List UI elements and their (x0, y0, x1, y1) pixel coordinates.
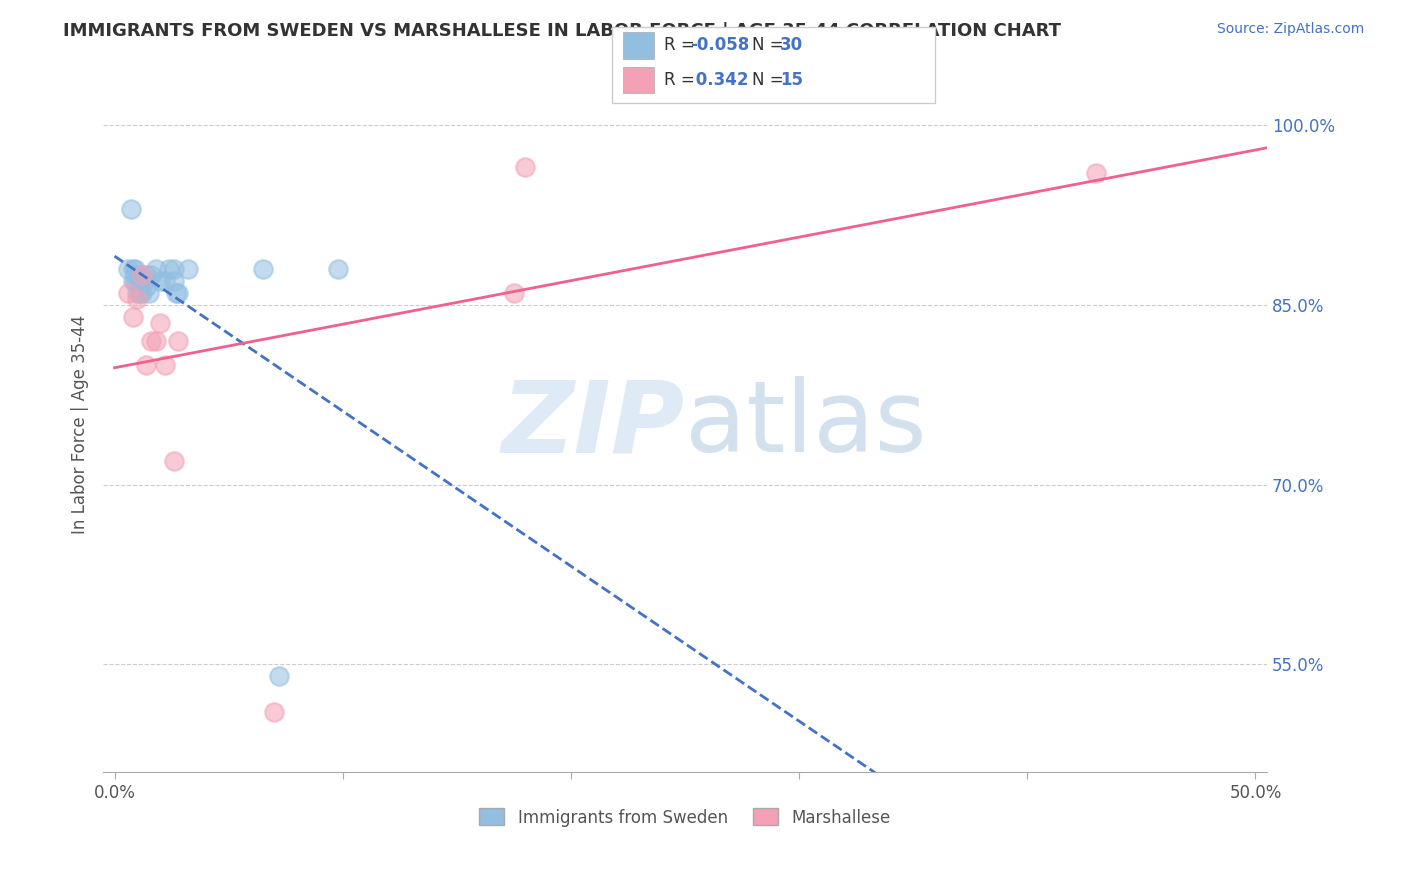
Point (134, 274, 156, 288)
Point (131, 268, 153, 282)
Point (127, 268, 149, 282)
Point (153, 274, 176, 288)
Point (121, 274, 143, 288)
Point (128, 285, 150, 300)
Point (157, 262, 180, 277)
Point (149, 274, 172, 288)
Point (131, 268, 153, 282)
Text: ZIP: ZIP (502, 376, 685, 474)
Point (131, 285, 153, 300)
Point (502, 285, 524, 300)
Point (139, 268, 162, 282)
Point (167, 334, 190, 348)
Point (124, 274, 146, 288)
Legend: Immigrants from Sweden, Marshallese: Immigrants from Sweden, Marshallese (472, 802, 897, 833)
Text: R =: R = (664, 71, 700, 89)
Point (124, 262, 146, 277)
Point (263, 705, 285, 719)
Y-axis label: In Labor Force | Age 35-44: In Labor Force | Age 35-44 (72, 315, 89, 534)
Point (138, 285, 160, 300)
Text: atlas: atlas (685, 376, 927, 474)
Point (127, 285, 149, 300)
Text: R =: R = (664, 37, 700, 54)
Point (135, 268, 157, 282)
Point (515, 161, 537, 175)
Point (267, 669, 290, 683)
Text: 15: 15 (780, 71, 803, 89)
Point (252, 262, 274, 277)
Point (163, 453, 186, 467)
Text: N =: N = (752, 37, 789, 54)
Text: IMMIGRANTS FROM SWEDEN VS MARSHALLESE IN LABOR FORCE | AGE 35-44 CORRELATION CHA: IMMIGRANTS FROM SWEDEN VS MARSHALLESE IN… (63, 22, 1062, 40)
Point (149, 316, 172, 330)
Point (124, 268, 146, 282)
Point (163, 274, 186, 288)
Point (117, 262, 139, 277)
Point (145, 334, 167, 348)
Point (1084, 166, 1107, 180)
Point (163, 262, 186, 277)
Text: 30: 30 (780, 37, 803, 54)
Point (145, 262, 167, 277)
Point (153, 358, 176, 372)
Point (328, 262, 350, 277)
Text: N =: N = (752, 71, 789, 89)
Point (117, 285, 139, 300)
Point (176, 262, 198, 277)
Point (165, 285, 187, 300)
Point (135, 358, 157, 372)
Point (121, 310, 143, 324)
Point (127, 292, 149, 306)
Point (139, 334, 162, 348)
Text: 0.342: 0.342 (690, 71, 749, 89)
Point (135, 280, 157, 294)
Point (128, 274, 150, 288)
Point (167, 285, 190, 300)
Text: -0.058: -0.058 (690, 37, 749, 54)
Point (120, 202, 142, 217)
Point (121, 262, 143, 277)
Text: Source: ZipAtlas.com: Source: ZipAtlas.com (1216, 22, 1364, 37)
